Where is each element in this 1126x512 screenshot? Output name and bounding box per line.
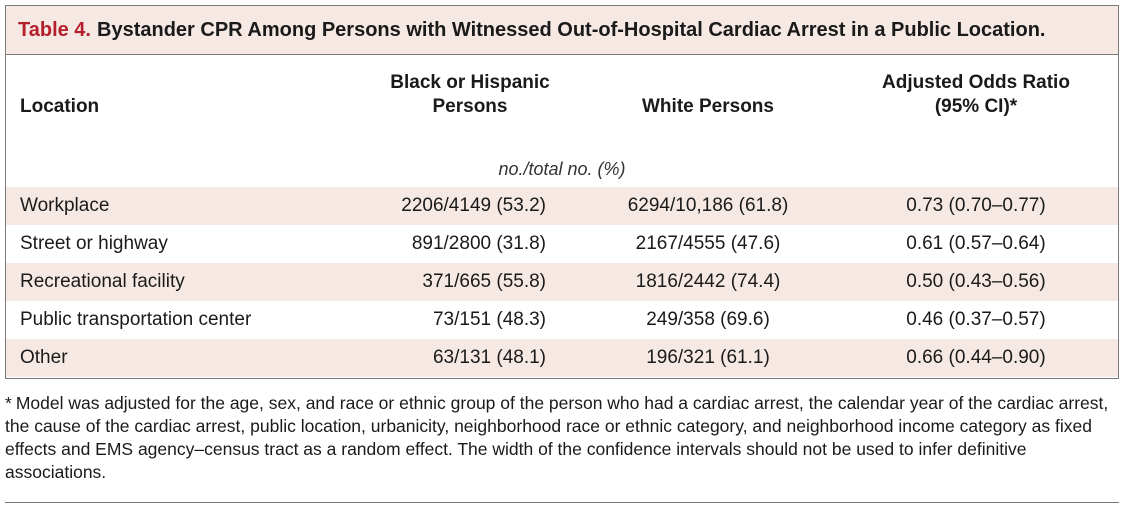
cell-odds-ratio: 0.50 (0.43–0.56) [906,271,1046,292]
header-odds-ratio-line1: Adjusted Odds Ratio [882,72,1070,93]
cell-location: Street or highway [20,233,168,254]
footnote: * Model was adjusted for the age, sex, an… [5,392,1117,484]
bottom-rule [5,502,1119,503]
cell-location: Public transportation center [20,309,252,330]
table-header: Location Black or Hispanic Persons White… [6,55,1118,151]
header-black-hispanic-line2: Persons [432,96,508,117]
cell-odds-ratio: 0.73 (0.70–0.77) [906,195,1046,216]
cell-odds-ratio: 0.46 (0.37–0.57) [906,309,1046,330]
cell-white: 2167/4555 (47.6) [635,233,781,254]
footnote-mark: * [5,393,12,413]
table-row: Street or highway 891/2800 (31.8) 2167/4… [6,225,1118,263]
cell-location: Recreational facility [20,271,185,292]
cell-location: Workplace [20,195,110,216]
table-4: Table 4. Bystander CPR Among Persons wit… [5,5,1119,379]
cell-white: 6294/10,186 (61.8) [627,195,789,216]
table-row: Recreational facility 371/665 (55.8) 181… [6,263,1118,301]
cell-white: 1816/2442 (74.4) [635,271,781,292]
cell-black-hispanic: 63/131 (48.1) [432,347,546,368]
cell-odds-ratio: 0.61 (0.57–0.64) [906,233,1046,254]
cell-white: 196/321 (61.1) [646,347,770,368]
footnote-text: Model was adjusted for the age, sex, and… [5,393,1109,482]
cell-location: Other [20,347,68,368]
header-odds-ratio: Adjusted Odds Ratio (95% CI)* [856,71,1096,119]
table-row: Public transportation center 73/151 (48.… [6,301,1118,339]
cell-black-hispanic: 73/151 (48.3) [432,309,546,330]
table-title: Bystander CPR Among Persons with Witness… [97,18,1046,41]
table-label: Table 4. [18,18,91,41]
header-white: White Persons [642,96,774,117]
cell-black-hispanic: 371/665 (55.8) [422,271,546,292]
header-odds-ratio-line2: (95% CI)* [934,96,1018,117]
cell-black-hispanic: 891/2800 (31.8) [411,233,546,254]
table-row: Other 63/131 (48.1) 196/321 (61.1) 0.66 … [6,339,1118,377]
cell-black-hispanic: 2206/4149 (53.2) [401,195,546,216]
table-title-bar: Table 4. Bystander CPR Among Persons wit… [6,6,1118,55]
table-row: Workplace 2206/4149 (53.2) 6294/10,186 (… [6,187,1118,225]
header-black-hispanic-line1: Black or Hispanic [390,72,550,93]
cell-odds-ratio: 0.66 (0.44–0.90) [906,347,1046,368]
cell-white: 249/358 (69.6) [646,309,770,330]
header-location: Location [20,96,100,117]
header-black-hispanic: Black or Hispanic Persons [350,71,590,119]
units-caption: no./total no. (%) [498,159,626,179]
